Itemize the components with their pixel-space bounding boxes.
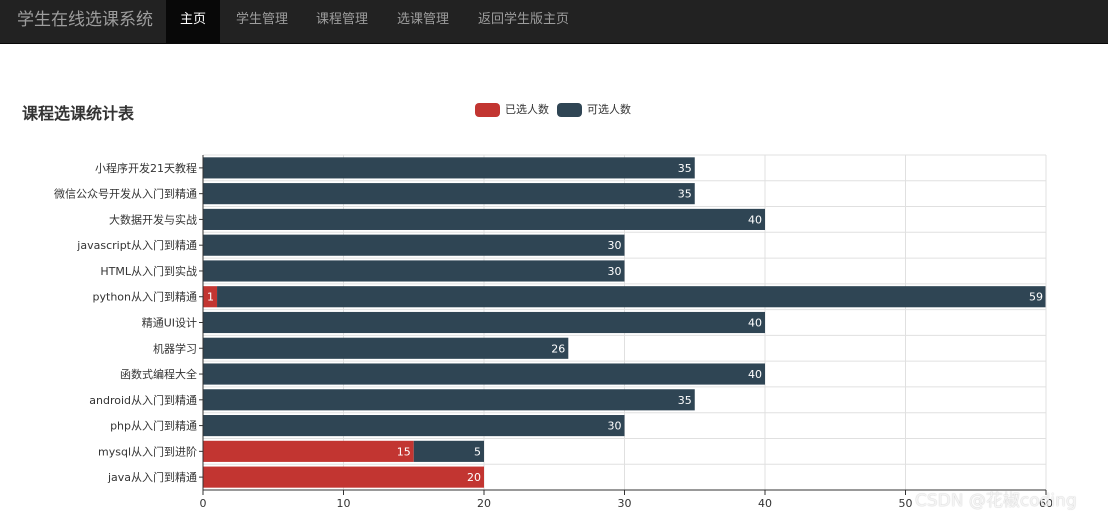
- y-category-label: 小程序开发21天教程: [95, 161, 197, 175]
- y-category-label: 微信公众号开发从入门到精通: [54, 187, 197, 201]
- bar-value-label: 35: [678, 394, 692, 407]
- bar-available: [203, 363, 765, 385]
- y-category-label: mysql从入门到进阶: [98, 444, 197, 458]
- y-category-label: javascript从入门到精通: [76, 238, 197, 252]
- bar-value-label: 30: [608, 239, 622, 252]
- x-tick-label: 60: [1039, 497, 1053, 510]
- x-tick-label: 50: [899, 497, 913, 510]
- bar-selected: [203, 440, 414, 462]
- bar-value-label: 59: [1029, 291, 1043, 304]
- bar-value-label: 20: [467, 471, 481, 484]
- bar-available: [203, 208, 765, 230]
- csdn-watermark: CSDN @花椒coding: [915, 491, 1077, 511]
- bar-available: [413, 440, 484, 462]
- y-category-label: 机器学习: [153, 341, 197, 355]
- x-tick-label: 20: [477, 497, 491, 510]
- bar-available: [217, 286, 1047, 308]
- x-tick-label: 40: [758, 497, 772, 510]
- y-category-label: java从入门到精通: [107, 470, 197, 484]
- bar-value-label: 40: [748, 368, 762, 381]
- top-navbar: 学生在线选课系统 主页 学生管理 课程管理 选课管理 返回学生版主页: [0, 0, 1108, 44]
- x-tick-label: 0: [200, 497, 207, 510]
- legend-item-selected[interactable]: 已选人数: [475, 103, 549, 117]
- bar-available: [203, 260, 625, 282]
- bar-value-label: 40: [748, 317, 762, 330]
- bar-value-label: 35: [678, 162, 692, 175]
- y-category-label: android从入门到精通: [89, 393, 197, 407]
- nav-home[interactable]: 主页: [166, 0, 221, 44]
- bar-value-label: 35: [678, 188, 692, 201]
- bar-selected: [203, 286, 218, 308]
- bar-value-label: 30: [608, 420, 622, 433]
- nav-course-management[interactable]: 课程管理: [316, 12, 369, 27]
- y-category-label: php从入门到精通: [110, 419, 197, 433]
- bar-value-label: 5: [474, 445, 481, 458]
- y-category-label: HTML从入门到实战: [100, 264, 197, 278]
- bar-value-label: 15: [397, 445, 411, 458]
- x-tick-label: 30: [618, 497, 632, 510]
- bar-available: [203, 157, 695, 179]
- bar-value-label: 1: [207, 291, 214, 304]
- nav-enrollment-management[interactable]: 选课管理: [397, 12, 450, 27]
- nav-student-management[interactable]: 学生管理: [236, 12, 289, 27]
- legend-label-available: 可选人数: [587, 103, 631, 116]
- legend-item-available[interactable]: 可选人数: [557, 103, 631, 117]
- bar-value-label: 26: [551, 342, 565, 355]
- nav-back-to-student-home[interactable]: 返回学生版主页: [478, 12, 570, 27]
- bar-available: [203, 234, 625, 256]
- y-category-label: 大数据开发与实战: [109, 212, 197, 226]
- x-tick-label: 10: [337, 497, 351, 510]
- app-brand[interactable]: 学生在线选课系统: [17, 10, 153, 30]
- bar-value-label: 40: [748, 213, 762, 226]
- bar-available: [203, 389, 695, 411]
- bar-available: [203, 311, 765, 334]
- legend-swatch-available: [557, 103, 582, 117]
- y-category-label: 函数式编程大全: [120, 367, 197, 381]
- legend-label-selected: 已选人数: [505, 103, 549, 116]
- bar-value-label: 30: [608, 265, 622, 278]
- bar-available: [203, 183, 695, 205]
- y-category-label: 精通UI设计: [142, 317, 197, 330]
- bar-available: [203, 337, 569, 359]
- chart-title: 课程选课统计表: [22, 104, 135, 123]
- y-category-label: python从入门到精通: [93, 290, 197, 304]
- bar-available: [203, 415, 625, 437]
- legend-swatch-selected: [475, 103, 500, 117]
- bar-selected: [203, 466, 484, 488]
